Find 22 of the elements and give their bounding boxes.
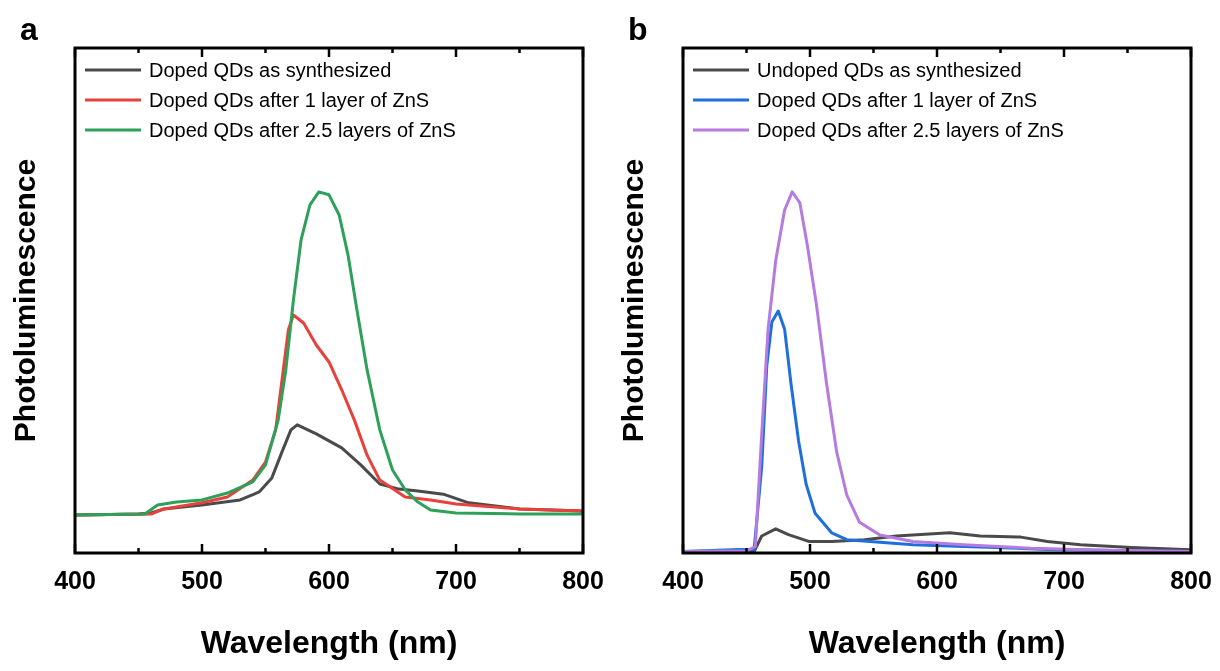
x-tick-label: 400 [54,566,96,594]
legend-label: Doped QDs after 1 layer of ZnS [149,89,430,111]
y-axis-title: Photoluminescence [616,158,649,443]
x-tick-label: 600 [916,566,958,594]
chart-title: a [20,11,38,47]
x-tick-label: 600 [308,566,350,594]
x-axis-title: Wavelength (nm) [808,624,1066,660]
legend-label: Doped QDs as synthesized [149,59,392,81]
x-axis-title: Wavelength (nm) [200,624,458,660]
legend-label: Doped QDs after 2.5 layers of ZnS [149,119,456,141]
x-tick-label: 500 [789,566,831,594]
legend-label: Undoped QDs as synthesized [757,59,1022,81]
y-axis-title: Photoluminescence [8,158,41,443]
legend-label: Doped QDs after 1 layer of ZnS [757,89,1038,111]
x-tick-label: 700 [1043,566,1085,594]
chart-title: b [628,11,648,47]
legend-label: Doped QDs after 2.5 layers of ZnS [757,119,1064,141]
x-tick-label: 700 [435,566,477,594]
x-tick-label: 500 [181,566,223,594]
x-tick-label: 800 [1170,566,1212,594]
x-tick-label: 800 [562,566,604,594]
x-tick-label: 400 [662,566,704,594]
